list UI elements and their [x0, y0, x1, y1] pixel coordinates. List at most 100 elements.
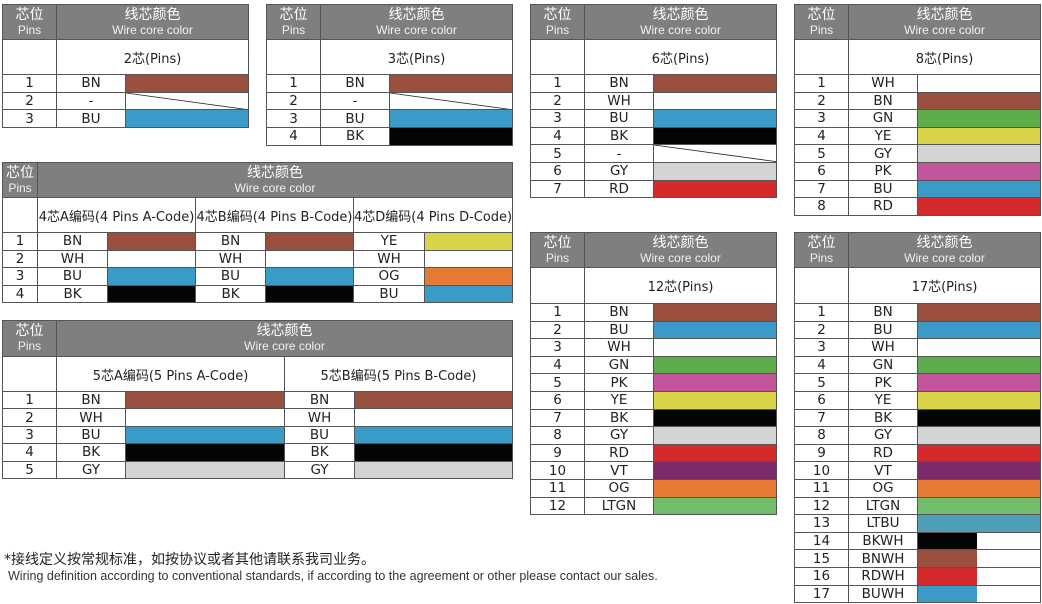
color-code: BU: [320, 109, 390, 129]
color-swatch: [125, 91, 249, 111]
wire-color-header: 线芯颜色 Wire core color: [584, 232, 777, 268]
color-swatch: [917, 179, 1041, 199]
color-code: YE: [353, 232, 425, 251]
color-swatch: [653, 390, 777, 410]
color-swatch: [653, 179, 777, 199]
color-swatch: [107, 232, 196, 251]
table-row: 1 BN: [530, 74, 777, 93]
swatch-fill: [918, 533, 977, 549]
color-swatch: [917, 514, 1041, 533]
wire-color-header: 线芯颜色 Wire core color: [56, 4, 249, 40]
pin-number: 7: [794, 179, 849, 199]
color-code: BU: [584, 109, 654, 128]
swatch-fill: [355, 427, 512, 443]
color-swatch: [917, 91, 1041, 111]
pin-number: 3: [794, 109, 849, 128]
pins-header: 芯位 Pins: [2, 162, 38, 198]
color-code: GY: [584, 161, 654, 181]
pin-number: 6: [530, 390, 585, 410]
table-row: 2-: [2, 91, 249, 111]
color-code: RD: [848, 443, 918, 463]
color-code: OG: [353, 267, 425, 286]
pin-number: 6: [794, 161, 849, 181]
color-code: BU: [584, 320, 654, 340]
table-row: 5-: [530, 144, 777, 163]
color-code: GY: [56, 460, 126, 479]
color-code: BK: [584, 126, 654, 146]
swatch-fill: [355, 462, 512, 478]
color-swatch: [265, 249, 354, 268]
swatch-fill: [654, 128, 776, 144]
table-row: 5 GY GY: [2, 460, 513, 479]
swatch-fill: [918, 128, 1040, 144]
swatch-fill: [918, 75, 1040, 92]
table-row: 4 BK BK: [2, 443, 513, 462]
wire-color-header-cn: 线芯颜色: [124, 6, 181, 23]
swatch-fill: [654, 462, 776, 479]
wire-color-header-cn: 线芯颜色: [916, 6, 973, 23]
pin-number: 4: [266, 127, 321, 146]
pin-number: 5: [794, 144, 849, 163]
color-code: GN: [584, 355, 654, 375]
color-swatch: [265, 232, 354, 251]
no-wire-diagonal: [654, 145, 776, 162]
swatch-fill: [654, 357, 776, 373]
color-swatch: [917, 478, 1041, 498]
wire-table: 芯位 Pins 线芯颜色 Wire core color 12芯(Pins) 1 BN 2 BU…: [530, 232, 777, 516]
color-swatch: [107, 267, 196, 286]
color-swatch: [653, 426, 777, 445]
pin-number: 3: [530, 109, 585, 128]
color-swatch: [917, 373, 1041, 392]
table-row: 4 YE: [794, 126, 1041, 146]
table-row: 7 BK: [530, 408, 777, 428]
wire-color-header-cn: 线芯颜色: [652, 6, 709, 23]
color-code: BU: [56, 109, 126, 129]
table-row: 1 BN: [530, 303, 777, 322]
table-row: 4 GN: [530, 355, 777, 375]
swatch-fill: [654, 304, 776, 321]
swatch-fill: [918, 498, 1040, 514]
color-swatch: [354, 390, 513, 410]
table-row: 11 OG: [794, 478, 1041, 498]
footnote-cn: *接线定义按常规标准，如按协议或者其他请联系我司业务。: [4, 552, 375, 568]
color-swatch: [917, 338, 1041, 357]
pins-header-en: Pins: [281, 22, 306, 37]
pin-number: 3: [2, 109, 57, 129]
color-swatch: [354, 460, 513, 479]
swatch-fill: [918, 110, 1040, 127]
header-row: 芯位 Pins 线芯颜色 Wire core color: [266, 4, 513, 40]
empty-cell: [530, 39, 585, 75]
table-row: 3 WH: [794, 338, 1041, 357]
pin-number: 6: [794, 390, 849, 410]
swatch-fill: [654, 392, 776, 409]
wire-color-header-en: Wire core color: [904, 250, 985, 265]
swatch-fill: [654, 181, 776, 197]
group-label: 3芯(Pins): [320, 39, 513, 75]
color-code: OG: [584, 478, 654, 498]
swatch-fill: [918, 427, 1040, 444]
wire-color-header: 线芯颜色 Wire core color: [584, 4, 777, 40]
table-row: 4 BK BK BU: [2, 284, 514, 303]
pin-number: 14: [794, 531, 849, 551]
color-code: GY: [584, 426, 654, 445]
swatch-fill: [425, 250, 512, 267]
color-swatch: [917, 549, 1041, 568]
swatch-fill: [918, 550, 977, 567]
table-row: 5 PK: [794, 373, 1041, 392]
pin-number: 1: [794, 74, 849, 93]
swatch-fill: [918, 392, 1040, 409]
swatch-fill: [918, 462, 1040, 479]
color-code: WH: [195, 249, 266, 268]
color-code: BN: [56, 390, 126, 410]
swatch-fill: [126, 392, 284, 408]
color-code: BK: [284, 443, 355, 462]
color-swatch: [653, 144, 777, 163]
pin-number: 7: [530, 179, 585, 199]
color-code: PK: [848, 161, 918, 181]
color-swatch: [125, 109, 249, 129]
table-row: 6 YE: [794, 390, 1041, 410]
table-row: 12 LTGN: [794, 496, 1041, 516]
group-label: 12芯(Pins): [584, 267, 777, 304]
pins-header-en: Pins: [8, 180, 32, 195]
wire-table: 芯位 Pins 线芯颜色 Wire core color 2芯(Pins) 1 BN 2-3 B…: [2, 4, 249, 129]
